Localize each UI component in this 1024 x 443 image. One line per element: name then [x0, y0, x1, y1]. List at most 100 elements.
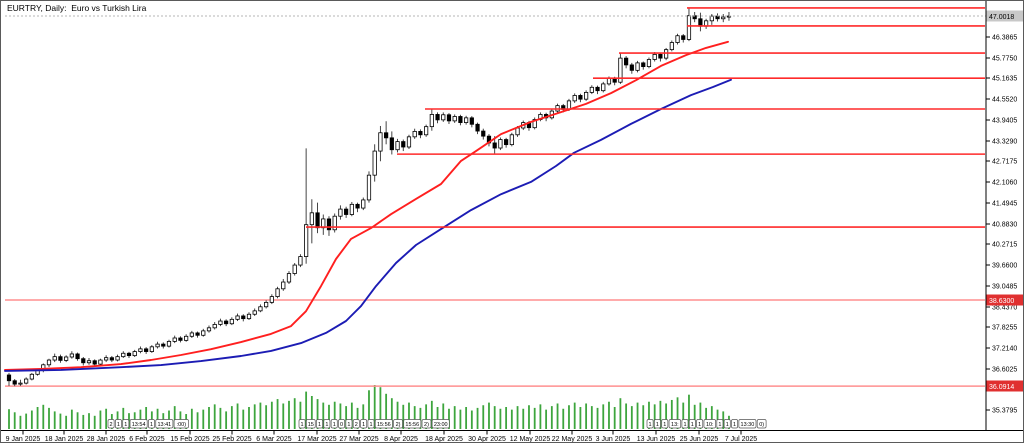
- event-marker[interactable]: [367, 419, 375, 429]
- candle-body-bear: [389, 137, 394, 151]
- date-tick-label: 22 May 2025: [552, 436, 593, 443]
- candle-body-bull: [395, 141, 400, 151]
- event-marker-label: 1: [718, 422, 721, 428]
- event-marker-label: 2: [355, 422, 358, 428]
- event-marker[interactable]: [345, 419, 353, 429]
- volume-bar: [373, 385, 376, 429]
- event-marker-label: 1: [369, 422, 372, 428]
- event-marker[interactable]: [431, 419, 450, 429]
- candle-body-bull: [686, 15, 692, 40]
- event-marker-label: :00): [177, 422, 187, 428]
- event-marker[interactable]: [114, 419, 122, 429]
- event-marker[interactable]: [360, 419, 368, 429]
- volume-bar: [99, 410, 102, 429]
- candle-body-bull: [332, 215, 337, 231]
- event-marker[interactable]: [129, 419, 148, 429]
- candle-body-bull: [86, 360, 92, 364]
- hline-price-box: [986, 294, 1023, 306]
- price-tick-label: 40.2715: [992, 242, 1017, 249]
- event-marker[interactable]: [653, 419, 661, 429]
- volume-bar: [539, 404, 542, 429]
- event-marker[interactable]: [316, 419, 323, 429]
- candle-body-bull: [372, 150, 377, 176]
- event-marker[interactable]: [738, 419, 757, 429]
- candle-body-bull: [349, 203, 354, 215]
- candle-body-bull: [138, 348, 143, 352]
- candle-body-bear: [6, 374, 12, 382]
- volume-bar: [70, 409, 73, 429]
- event-marker[interactable]: [393, 419, 403, 429]
- volume-bar: [259, 402, 262, 429]
- price-tick-label: 39.0485: [992, 284, 1017, 291]
- volume-bar: [76, 412, 79, 429]
- event-marker[interactable]: [338, 419, 346, 429]
- event-markers-layer: 2 1 1 13:54 1 13:41:00) 1 15 1 1 1 0 1 2 1 1 15:56 2) 15:5…: [107, 419, 767, 429]
- event-marker[interactable]: [330, 419, 338, 429]
- event-marker[interactable]: [298, 419, 306, 429]
- candle-body-bull: [726, 15, 732, 18]
- volume-bar: [236, 403, 239, 429]
- volume-bar: [436, 407, 439, 429]
- price-tick-label: 45.1635: [992, 76, 1017, 83]
- candle-body-bull: [412, 131, 417, 138]
- volume-bar: [13, 412, 16, 429]
- event-marker[interactable]: [756, 419, 767, 429]
- event-marker[interactable]: [696, 419, 704, 429]
- volume-bar: [533, 407, 536, 429]
- event-marker-label: 0): [759, 422, 764, 428]
- event-marker[interactable]: [122, 419, 130, 429]
- candle-body-bear: [315, 212, 320, 229]
- event-marker[interactable]: [723, 419, 731, 429]
- event-marker[interactable]: [323, 419, 331, 429]
- date-tick-label: 28 Jan 2025: [87, 436, 126, 443]
- candle-body-bull: [189, 332, 194, 337]
- date-tick-label: 7 Jul 2025: [725, 436, 757, 443]
- candle-body-bear: [504, 139, 509, 146]
- volume-bar: [230, 406, 233, 429]
- event-marker[interactable]: [374, 419, 393, 429]
- event-marker[interactable]: [716, 419, 724, 429]
- volume-bar: [453, 406, 456, 429]
- time-axis[interactable]: 9 Jan 2025 18 Jan 2025 28 Jan 2025 6 Feb 20…: [6, 430, 758, 443]
- price-tick-label: 38.4370: [992, 305, 1017, 312]
- volume-bar: [390, 398, 393, 429]
- candle-body-bull: [172, 337, 177, 342]
- event-marker[interactable]: [352, 419, 360, 429]
- event-marker[interactable]: [173, 419, 189, 429]
- event-marker[interactable]: [107, 419, 115, 429]
- event-marker[interactable]: [421, 419, 432, 429]
- event-marker[interactable]: [646, 419, 654, 429]
- candle-body-bear: [178, 337, 183, 341]
- event-marker[interactable]: [688, 419, 696, 429]
- volume-bar: [350, 402, 353, 429]
- volume-bar: [413, 406, 416, 429]
- price-tick-label: 43.9405: [992, 118, 1017, 125]
- ma-fast-red: [4, 40, 729, 371]
- candle-body-bull: [64, 356, 69, 361]
- price-tick-label: 39.6600: [992, 263, 1017, 270]
- event-marker[interactable]: [148, 419, 155, 429]
- candle-body-bull: [206, 327, 212, 332]
- event-marker[interactable]: [661, 419, 669, 429]
- event-marker[interactable]: [681, 419, 689, 429]
- candle-body-bull: [229, 318, 234, 325]
- volume-bar: [636, 402, 639, 429]
- event-marker[interactable]: [668, 419, 682, 429]
- price-axis[interactable]: 46.3865 45.7750 45.1635 44.5520 43.9405 43.32…: [986, 10, 1024, 415]
- volume-bar: [419, 407, 422, 429]
- event-marker[interactable]: [731, 419, 739, 429]
- volume-bar: [665, 403, 668, 429]
- event-marker[interactable]: [403, 419, 422, 429]
- event-marker[interactable]: [155, 419, 174, 429]
- bid-price-box: [986, 10, 1023, 22]
- event-marker-label: 1: [656, 422, 659, 428]
- volume-bar: [470, 410, 473, 429]
- candle-body-bull: [155, 343, 160, 348]
- volume-bar: [568, 405, 570, 429]
- event-marker[interactable]: [306, 419, 316, 429]
- volume-bar: [345, 406, 348, 429]
- event-marker[interactable]: [703, 419, 716, 429]
- candle-body-bear: [492, 142, 497, 149]
- date-tick-label: 9 Jan 2025: [6, 436, 41, 443]
